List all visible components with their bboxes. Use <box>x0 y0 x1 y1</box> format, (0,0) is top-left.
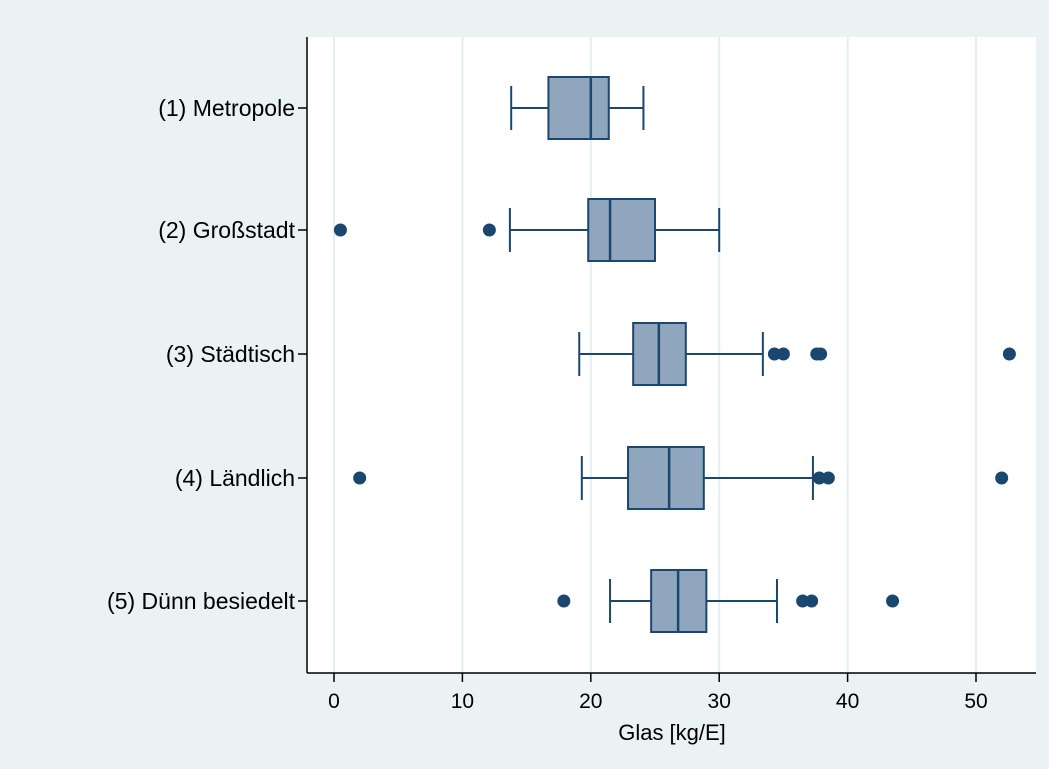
outlier-point-2 <box>482 223 496 237</box>
x-axis-title: Glas [kg/E] <box>618 720 726 745</box>
y-tick-label-1: (1) Metropole <box>158 95 295 121</box>
iqr-box <box>627 446 705 510</box>
x-tick-label-10: 10 <box>451 690 474 713</box>
outlier-point-2 <box>812 471 826 485</box>
box-5 <box>557 569 900 633</box>
outlier-point-2 <box>776 347 790 361</box>
x-tick-labels: 0 10 20 30 40 50 <box>328 673 988 713</box>
box-1 <box>510 76 645 140</box>
x-tick-label-0: 0 <box>328 690 340 713</box>
outlier-point-1 <box>767 347 781 361</box>
outlier-point-4 <box>995 471 1009 485</box>
outlier-point-4 <box>814 347 828 361</box>
outlier-point-1 <box>353 471 367 485</box>
iqr-box <box>547 76 610 140</box>
outlier-point-5 <box>1002 347 1016 361</box>
y-tick-labels: (1) Metropole (2) Großstadt (3) Städtisch (… <box>107 95 307 614</box>
y-tick-label-2: (2) Großstadt <box>158 217 295 243</box>
iqr-box <box>587 198 656 262</box>
outlier-point-1 <box>333 223 347 237</box>
outlier-point-3 <box>805 594 819 608</box>
box-3 <box>578 322 1016 386</box>
x-tick-label-20: 20 <box>579 690 602 713</box>
y-tick-label-4: (4) Ländlich <box>175 465 295 491</box>
x-tick-label-30: 30 <box>708 690 731 713</box>
x-tick-label-50: 50 <box>964 690 987 713</box>
box-2 <box>333 198 721 262</box>
box-4 <box>353 446 1009 510</box>
outlier-point-4 <box>886 594 900 608</box>
outlier-point-1 <box>557 594 571 608</box>
y-tick-label-3: (3) Städtisch <box>166 341 295 367</box>
y-tick-label-5: (5) Dünn besiedelt <box>107 588 296 614</box>
outlier-point-2 <box>796 594 810 608</box>
x-tick-label-40: 40 <box>836 690 859 713</box>
outlier-point-3 <box>821 471 835 485</box>
boxes <box>333 76 1016 633</box>
